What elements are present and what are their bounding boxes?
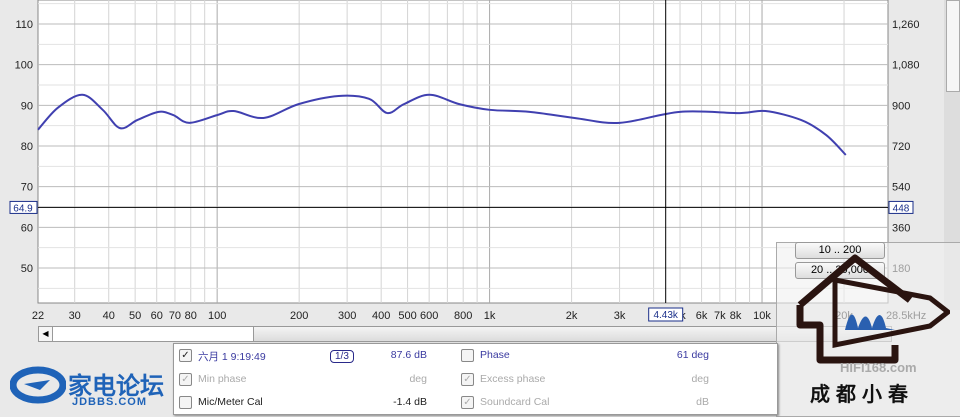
house-film-icon <box>796 254 953 364</box>
smoothing-badge[interactable]: 1/3 <box>330 350 354 363</box>
horizontal-scrollbar[interactable]: ◀ <box>38 326 892 342</box>
cursor-x-box <box>648 307 684 322</box>
cursor-y-right-label: 448 <box>893 203 910 214</box>
soundcard-cal-checkbox[interactable]: ✓ <box>461 396 474 409</box>
range-10-200-button[interactable]: 10 .. 200 <box>795 242 885 259</box>
x-tick-label: 200 <box>290 310 308 322</box>
x-tick-label: 6k <box>696 310 708 322</box>
y-right-tick-label: 900 <box>892 100 910 112</box>
measurement-checkbox[interactable]: ✓ <box>179 349 192 362</box>
x-tick-label: 500 <box>398 310 416 322</box>
mic-cal-value: -1.4 dB <box>393 396 427 408</box>
x-tick-label: 600 <box>420 310 438 322</box>
cursor-y-box <box>9 200 38 214</box>
x-tick-label: 2k <box>566 310 578 322</box>
cursor-x-label: 4.43k <box>653 310 678 321</box>
x-tick-label: 70 <box>169 310 181 322</box>
x-tick-label: 40 <box>103 310 115 322</box>
vertical-scrollbar[interactable] <box>944 0 960 310</box>
y-tick-label: 110 <box>15 19 33 31</box>
y-right-tick-label: 1,260 <box>892 19 920 31</box>
min-phase-checkbox[interactable]: ✓ <box>179 373 192 386</box>
phase-checkbox[interactable] <box>461 349 474 362</box>
soundcard-cal-label: Soundcard Cal <box>480 396 550 408</box>
excess-phase-label: Excess phase <box>480 373 546 385</box>
spl-value: 87.6 dB <box>390 349 427 361</box>
x-tick-label: 30 <box>69 310 81 322</box>
vscroll-thumb[interactable] <box>946 0 960 92</box>
frequency-response-chart[interactable]: 22 30 40 50 60 70 80 100 200 300 400 500 600 800 1k 2k 3… <box>0 0 944 325</box>
y-tick-label: 90 <box>21 100 33 112</box>
x-tick-label: 7k <box>714 310 726 322</box>
x-tick-label: 60 <box>151 310 163 322</box>
mic-cal-label: Mic/Meter Cal <box>198 396 263 408</box>
measurement-label: 六月 1 9:19:49 <box>198 351 266 363</box>
excess-phase-checkbox[interactable]: ✓ <box>461 373 474 386</box>
x-tick-label: 1k <box>484 310 496 322</box>
y-right-tick-label: 540 <box>892 182 910 194</box>
cursor-y-label: 64.9 <box>13 203 33 214</box>
x-tick-label: 50 <box>129 310 141 322</box>
y-tick-label: 70 <box>21 182 33 194</box>
scroll-left-arrow-icon[interactable]: ◀ <box>39 327 53 341</box>
x-tick-label: 8k <box>730 310 742 322</box>
x-tick-label: 800 <box>454 310 472 322</box>
x-tick-label: 10k <box>753 310 771 322</box>
y-tick-label: 100 <box>15 60 33 72</box>
legend-panel: ✓ 六月 1 9:19:49 1/3 87.6 dB Phase 61 deg … <box>173 343 778 415</box>
response-curve <box>37 93 847 156</box>
jdbbs-logo: 家电论坛 JDBBS.COM <box>9 362 164 413</box>
cursor-y-right-box <box>888 200 914 214</box>
soundcard-cal-value: dB <box>696 396 709 408</box>
x-tick-label: 100 <box>208 310 226 322</box>
phase-value: 61 deg <box>676 349 709 361</box>
phase-label: Phase <box>480 349 510 361</box>
min-phase-label: Min phase <box>198 373 247 385</box>
scroll-thumb[interactable] <box>53 327 254 341</box>
jdbbs-swirl-icon <box>9 366 67 404</box>
y-right-tick-label: 720 <box>892 141 910 153</box>
mic-cal-checkbox[interactable] <box>179 396 192 409</box>
y-tick-label: 60 <box>21 222 33 234</box>
x-tick-label: 400 <box>372 310 390 322</box>
watermark: HIFI168.com 成都小春 <box>780 250 953 406</box>
x-tick-label: 80 <box>185 310 197 322</box>
y-right-tick-label: 360 <box>892 222 910 234</box>
y-tick-label: 50 <box>21 263 33 275</box>
min-phase-value: deg <box>409 373 427 385</box>
x-tick-label: 22 <box>32 310 44 322</box>
y-tick-label: 80 <box>21 141 33 153</box>
x-tick-label: 300 <box>338 310 356 322</box>
excess-phase-value: deg <box>691 373 709 385</box>
y-right-tick-label: 1,080 <box>892 60 920 72</box>
x-tick-label: 3k <box>614 310 626 322</box>
